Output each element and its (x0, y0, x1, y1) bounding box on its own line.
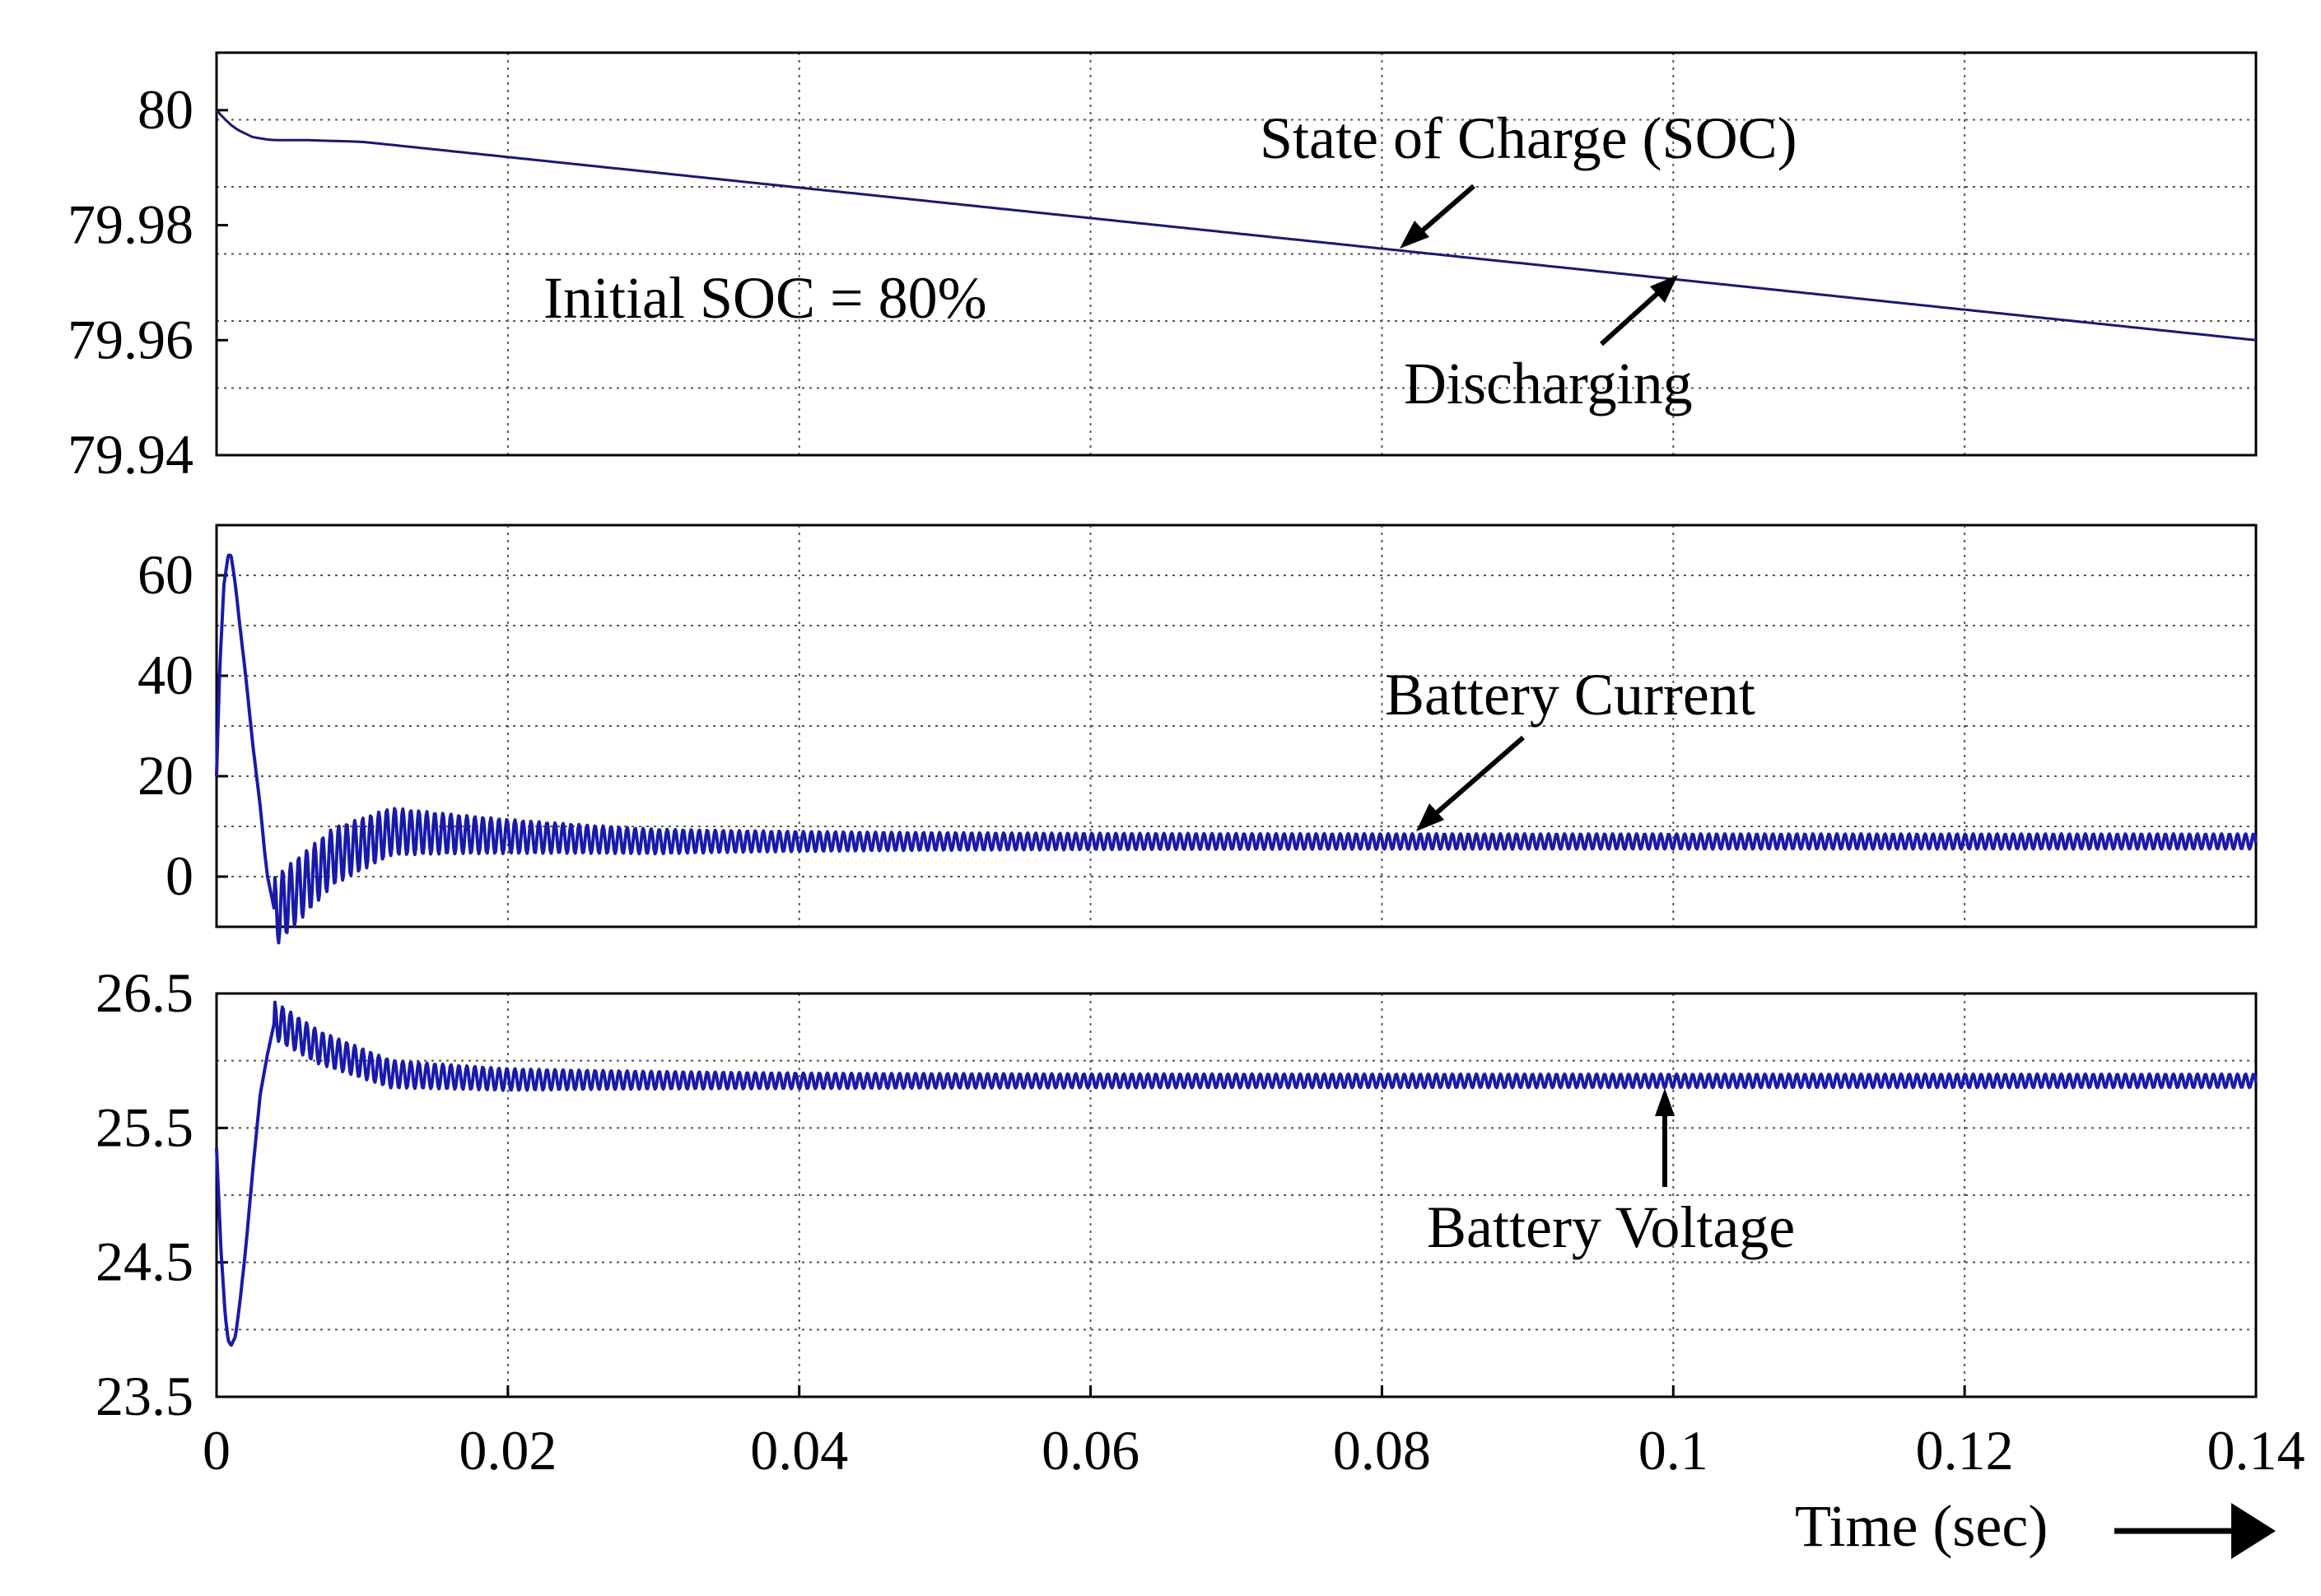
y-tick-label: 60 (137, 543, 193, 606)
time-axis-title: Time (sec) (1795, 1493, 2048, 1559)
y-tick-label: 20 (137, 744, 193, 807)
battery-voltage-label: Battery Voltage (1427, 1194, 1795, 1260)
series-line-state-of-charge-soc (215, 109, 2257, 342)
current-arrow (1416, 735, 1525, 831)
voltage-panel: 26.5 25.5 24.5 23.5 (96, 961, 2258, 1427)
y-tick-label: 80 (137, 78, 193, 141)
y-tick-label: 25.5 (96, 1096, 193, 1158)
soc-arrow (1400, 184, 1475, 249)
series-line-battery-current (215, 553, 2258, 945)
y-tick-label: 79.94 (68, 423, 193, 486)
y-tick-label: 24.5 (96, 1231, 193, 1293)
initial-soc-label: Initial SOC = 80% (543, 265, 987, 331)
soc-panel: 80 79.98 79.96 79.94 (68, 51, 2258, 486)
current-panel: 60 40 20 0 (137, 523, 2258, 945)
x-tick-label: 0.04 (750, 1419, 848, 1482)
discharging-label: Discharging (1404, 351, 1693, 416)
y-tick-label: 79.98 (68, 193, 193, 256)
x-tick-label: 0.08 (1333, 1419, 1431, 1482)
x-tick-label: 0.14 (2207, 1419, 2305, 1482)
x-axis: 0 0.02 0.04 0.06 0.08 0.1 0.12 0.14 (203, 1385, 2305, 1482)
y-tick-label: 0 (165, 845, 193, 907)
y-tick-label: 40 (137, 644, 193, 706)
y-tick-label: 26.5 (96, 961, 193, 1024)
time-direction-arrow (2114, 1503, 2276, 1559)
soc-annotation-label: State of Charge (SOC) (1260, 105, 1797, 171)
x-tick-label: 0.12 (1916, 1419, 2014, 1482)
axes-frame (215, 992, 2258, 1398)
series-line-battery-voltage (215, 1000, 2258, 1347)
y-tick-label: 23.5 (96, 1365, 193, 1427)
voltage-arrow (1655, 1088, 1675, 1187)
x-tick-label: 0.02 (459, 1419, 557, 1482)
x-tick-label: 0.06 (1042, 1419, 1140, 1482)
axes-frame (215, 51, 2258, 457)
x-tick-label: 0.1 (1638, 1419, 1708, 1482)
x-tick-label: 0 (203, 1419, 231, 1482)
y-tick-label: 79.96 (68, 308, 193, 370)
discharging-arrow (1599, 275, 1678, 347)
battery-current-label: Battery Current (1385, 662, 1755, 728)
